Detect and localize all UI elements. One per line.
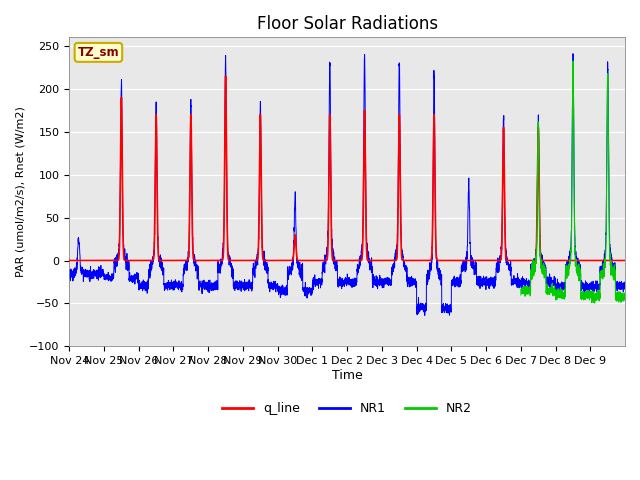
NR1 [368,261,376,266]
q_line [368,258,376,264]
q_line [500,126,508,132]
Y-axis label: PAR (umol/m2/s), Rnet (W/m2): PAR (umol/m2/s), Rnet (W/m2) [15,107,25,277]
q_line [65,258,73,264]
NR1 [527,264,535,270]
NR1 [397,243,405,249]
Text: TZ_sm: TZ_sm [77,46,119,59]
Legend: q_line, NR1, NR2: q_line, NR1, NR2 [217,397,477,420]
q_line [221,73,229,79]
NR1 [621,282,629,288]
NR1 [569,51,577,57]
NR1 [541,264,549,269]
NR2 [527,268,534,274]
q_line [621,258,629,264]
q_line [397,253,405,259]
X-axis label: Time: Time [332,369,362,382]
q_line [527,258,535,264]
Line: NR2: NR2 [521,61,625,303]
q_line [541,258,549,264]
NR1 [65,269,73,275]
NR2 [621,291,629,297]
NR1 [500,117,508,123]
NR1 [180,263,188,268]
NR1 [421,312,429,318]
q_line [180,258,188,264]
Title: Floor Solar Radiations: Floor Solar Radiations [257,15,438,33]
Line: NR1: NR1 [69,54,625,315]
NR2 [541,273,549,279]
Line: q_line: q_line [69,76,625,261]
